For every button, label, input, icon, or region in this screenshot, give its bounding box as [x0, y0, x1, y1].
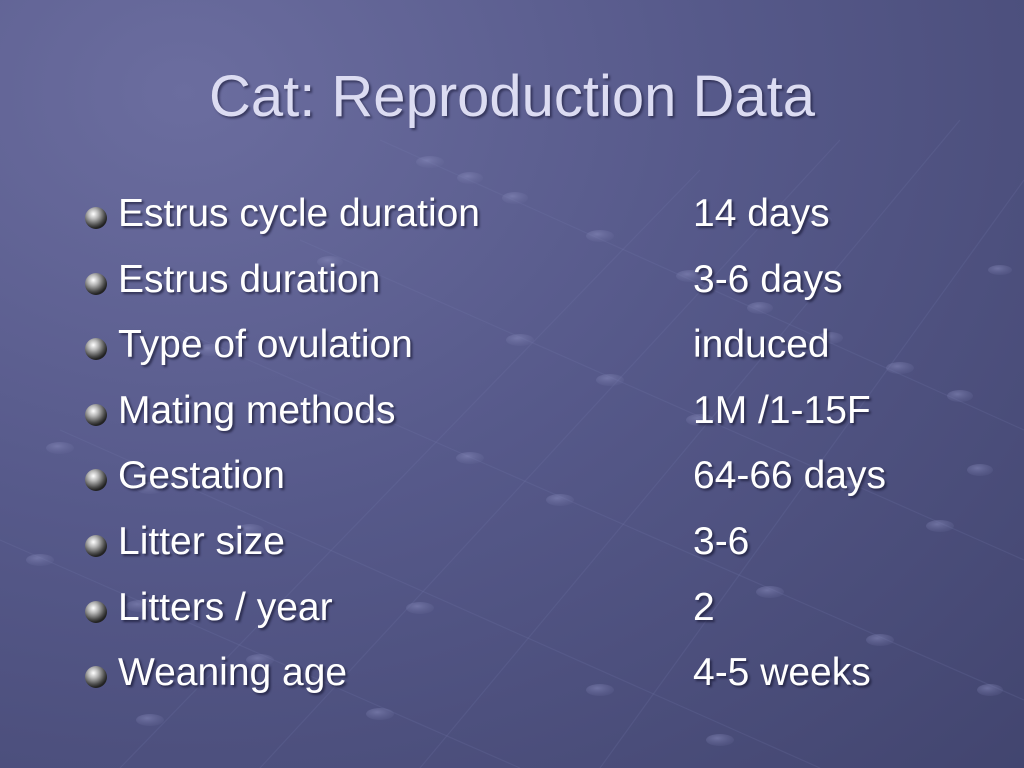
sphere-bullet-icon — [85, 534, 107, 557]
row-value: 1M /1-15F — [693, 388, 871, 432]
row-value: 4-5 weeks — [693, 651, 871, 695]
row-value: 3-6 — [693, 519, 750, 563]
row-label: Litter size — [118, 519, 285, 563]
row-value: 2 — [693, 585, 715, 629]
row-label: Estrus cycle duration — [118, 192, 480, 235]
sphere-bullet-icon — [85, 272, 107, 295]
list-item: Mating methods 1M /1-15F — [82, 383, 982, 449]
list-item: Litters / year 2 — [82, 580, 982, 646]
sphere-bullet-icon — [85, 338, 107, 361]
row-label: Weaning age — [118, 651, 348, 695]
list-item: Litter size 3-6 — [82, 514, 982, 580]
row-label: Gestation — [118, 454, 285, 498]
sphere-bullet-icon — [85, 207, 107, 229]
sphere-bullet-icon — [85, 469, 107, 492]
sphere-bullet-icon — [85, 600, 107, 623]
row-label: Type of ovulation — [118, 323, 413, 367]
slide-title: Cat: Reproduction Data — [208, 64, 816, 129]
list-item: Type of ovulation induced — [82, 317, 982, 383]
list-item: Gestation 64-66 days — [82, 448, 982, 514]
row-value: 14 days — [693, 192, 830, 235]
list-item: Estrus cycle duration 14 days — [82, 186, 982, 252]
row-label: Estrus duration — [118, 257, 381, 301]
sphere-bullet-icon — [85, 403, 107, 426]
reproduction-data-list: Estrus cycle duration 14 days Estrus dur… — [82, 186, 982, 711]
sphere-bullet-icon — [85, 666, 107, 689]
row-label: Mating methods — [118, 388, 396, 432]
row-value: induced — [693, 323, 830, 367]
row-value: 3-6 days — [693, 257, 843, 301]
list-item: Weaning age 4-5 weeks — [82, 645, 982, 711]
row-label: Litters / year — [118, 585, 333, 629]
list-item: Estrus duration 3-6 days — [82, 252, 982, 318]
row-value: 64-66 days — [693, 454, 886, 498]
